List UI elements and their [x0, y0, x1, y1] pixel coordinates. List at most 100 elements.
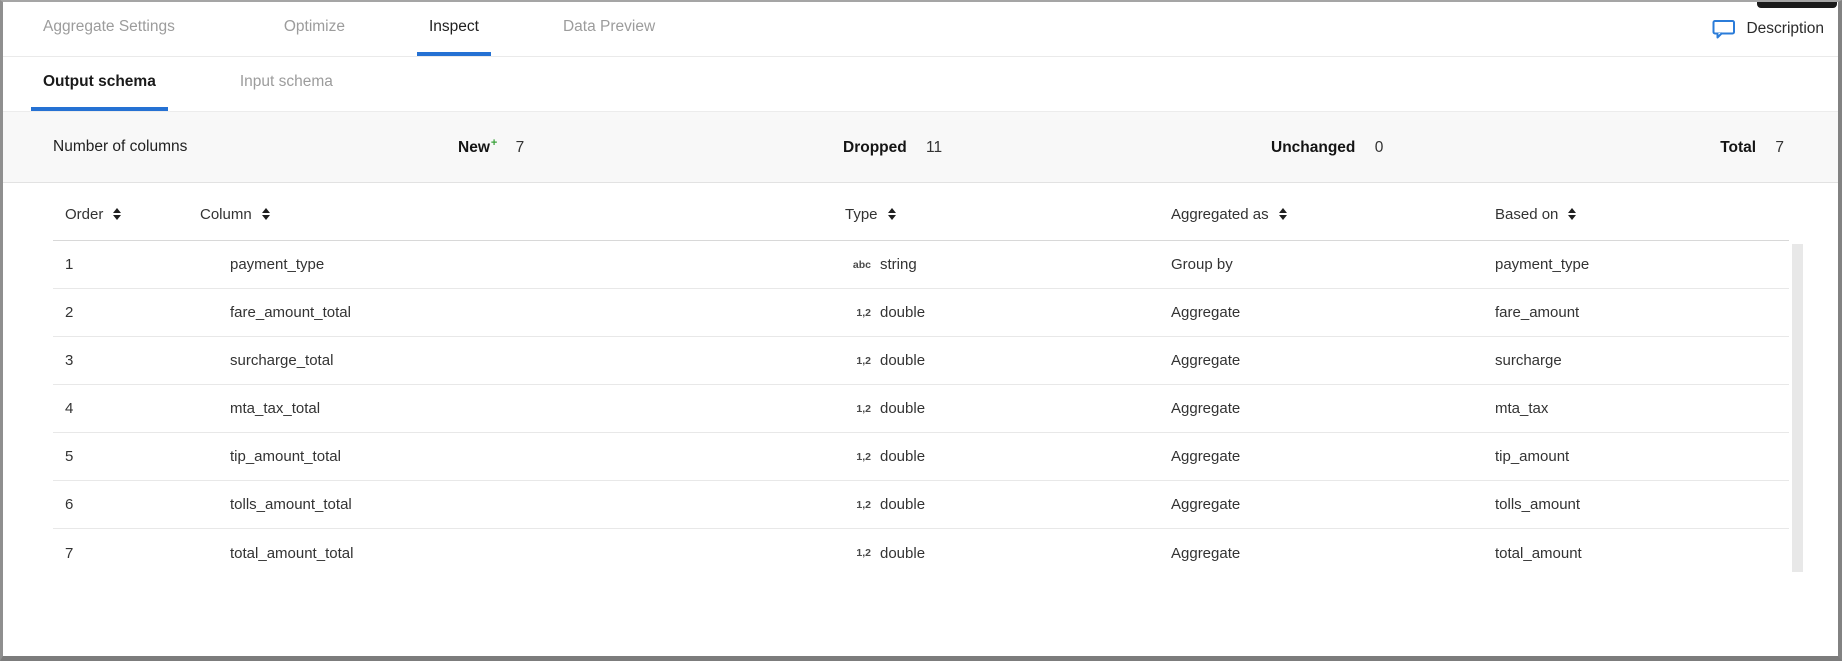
- tab-optimize[interactable]: Optimize: [272, 2, 357, 56]
- description-label: Description: [1746, 20, 1824, 37]
- type-name: double: [880, 400, 926, 417]
- type-cell: 1,2 double: [845, 352, 1171, 369]
- order-cell: 2: [65, 304, 74, 321]
- overlay-fragment: [1757, 2, 1837, 8]
- type-icon: 1,2: [856, 547, 871, 559]
- stat-value: 0: [1374, 139, 1384, 157]
- sort-icon[interactable]: [887, 208, 896, 220]
- schema-tab-bar: Output schema Input schema: [3, 57, 1838, 111]
- type-name: double: [880, 544, 926, 562]
- stat-value: 11: [926, 139, 943, 157]
- header-label: Type: [845, 205, 878, 223]
- type-cell: abc string: [845, 256, 1171, 273]
- aggregated-as-cell: Aggregate: [1171, 304, 1241, 321]
- aggregated-as-cell: Aggregate: [1171, 496, 1241, 513]
- description-button[interactable]: Description: [1712, 2, 1824, 56]
- column-header-order[interactable]: Order: [65, 206, 200, 223]
- column-cell: tip_amount_total: [230, 448, 341, 465]
- sort-icon[interactable]: [261, 208, 270, 220]
- order-cell: 5: [65, 448, 74, 465]
- column-header-column[interactable]: Column: [200, 206, 845, 223]
- type-icon: abc: [852, 258, 871, 271]
- tab-output-schema[interactable]: Output schema: [31, 57, 168, 111]
- based-on-cell: fare_amount: [1495, 304, 1580, 321]
- aggregated-as-cell: Aggregate: [1171, 400, 1241, 417]
- order-cell: 1: [65, 256, 74, 273]
- order-cell: 4: [65, 400, 74, 417]
- order-cell: 6: [65, 496, 74, 513]
- based-on-cell: tolls_amount: [1495, 496, 1581, 513]
- stat-dropped: Dropped 11: [843, 137, 942, 157]
- type-icon: 1,2: [856, 306, 871, 319]
- type-cell: 1,2 double: [845, 496, 1171, 513]
- column-header-based-on[interactable]: Based on: [1495, 206, 1789, 223]
- stat-value: 7: [515, 139, 525, 157]
- sort-icon[interactable]: [113, 208, 122, 220]
- type-name: double: [880, 352, 926, 369]
- type-cell: 1,2 double: [845, 304, 1171, 321]
- stat-unchanged: Unchanged 0: [1271, 137, 1383, 157]
- column-cell: tolls_amount_total: [230, 496, 352, 513]
- based-on-cell: tip_amount: [1495, 448, 1570, 465]
- table-row: 4 mta_tax_total 1,2 double Aggregate mta…: [53, 385, 1789, 433]
- type-icon: 1,2: [856, 450, 871, 463]
- type-name: string: [880, 256, 917, 273]
- tab-input-schema[interactable]: Input schema: [228, 57, 345, 111]
- stat-value: 7: [1775, 139, 1784, 157]
- table-row: 1 payment_type abc string Group by payme…: [53, 241, 1789, 289]
- column-cell: payment_type: [230, 256, 325, 273]
- type-cell: 1,2 double: [845, 400, 1171, 417]
- stat-label: Dropped: [843, 139, 907, 157]
- type-icon: 1,2: [856, 402, 871, 415]
- type-name: double: [880, 448, 926, 465]
- stat-new: New+ 7: [458, 137, 524, 157]
- order-cell: 3: [65, 352, 74, 369]
- column-cell: mta_tax_total: [230, 400, 321, 417]
- type-icon: 1,2: [856, 498, 871, 511]
- based-on-cell: total_amount: [1495, 544, 1582, 562]
- header-label: Aggregated as: [1171, 205, 1269, 223]
- type-icon: 1,2: [856, 354, 871, 367]
- type-name: double: [880, 496, 926, 513]
- sort-icon[interactable]: [1568, 208, 1577, 220]
- column-cell: total_amount_total: [230, 544, 354, 562]
- tab-bar: Aggregate Settings Optimize Inspect Data…: [3, 2, 1838, 57]
- schema-table: Order Column Type Aggregated as Based on…: [53, 188, 1789, 577]
- stat-label: Unchanged: [1271, 139, 1356, 157]
- header-label: Order: [65, 205, 104, 223]
- comment-icon: [1712, 20, 1736, 39]
- tab-label: Optimize: [283, 18, 345, 35]
- order-cell: 7: [65, 544, 74, 562]
- type-name: double: [880, 304, 926, 321]
- stat-label: Total: [1720, 139, 1757, 157]
- column-cell: fare_amount_total: [230, 304, 351, 321]
- tab-data-preview[interactable]: Data Preview: [551, 2, 667, 56]
- schema-summary-bar: Number of columns New+ 7 Dropped 11 Unch…: [3, 111, 1838, 183]
- column-header-aggregated-as[interactable]: Aggregated as: [1171, 206, 1495, 223]
- based-on-cell: surcharge: [1495, 352, 1562, 369]
- tab-label: Aggregate Settings: [43, 18, 175, 35]
- aggregated-as-cell: Aggregate: [1171, 448, 1241, 465]
- table-row: 5 tip_amount_total 1,2 double Aggregate …: [53, 433, 1789, 481]
- tab-aggregate-settings[interactable]: Aggregate Settings: [31, 2, 187, 56]
- vertical-scrollbar[interactable]: [1792, 244, 1803, 572]
- table-row: 2 fare_amount_total 1,2 double Aggregate…: [53, 289, 1789, 337]
- tab-label: Inspect: [429, 18, 479, 35]
- table-row: 7 total_amount_total 1,2 double Aggregat…: [53, 529, 1789, 577]
- column-header-type[interactable]: Type: [845, 206, 1171, 223]
- sort-icon[interactable]: [1278, 208, 1287, 220]
- table-header-row: Order Column Type Aggregated as Based on: [53, 188, 1789, 241]
- type-cell: 1,2 double: [845, 545, 1171, 562]
- stat-total: Total 7: [1720, 137, 1784, 157]
- aggregated-as-cell: Aggregate: [1171, 352, 1241, 369]
- aggregated-as-cell: Aggregate: [1171, 544, 1241, 562]
- aggregated-as-cell: Group by: [1171, 256, 1233, 273]
- tab-label: Input schema: [239, 73, 333, 90]
- tab-inspect[interactable]: Inspect: [417, 2, 491, 56]
- type-cell: 1,2 double: [845, 448, 1171, 465]
- header-label: Column: [200, 205, 252, 223]
- tab-label: Output schema: [43, 73, 156, 90]
- stat-label: New: [458, 139, 490, 157]
- based-on-cell: payment_type: [1495, 256, 1590, 273]
